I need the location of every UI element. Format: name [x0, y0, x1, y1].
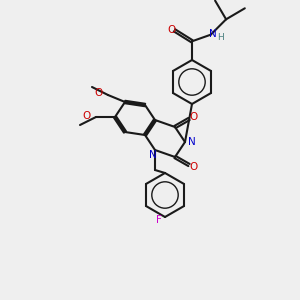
Text: H: H: [217, 33, 224, 42]
Text: O: O: [167, 25, 175, 35]
Text: O: O: [83, 111, 91, 121]
Text: N: N: [149, 150, 157, 160]
Text: O: O: [95, 88, 103, 98]
Text: N: N: [188, 137, 196, 147]
Text: O: O: [189, 162, 197, 172]
Text: N: N: [209, 29, 217, 39]
Text: F: F: [156, 215, 162, 225]
Text: O: O: [189, 112, 197, 122]
